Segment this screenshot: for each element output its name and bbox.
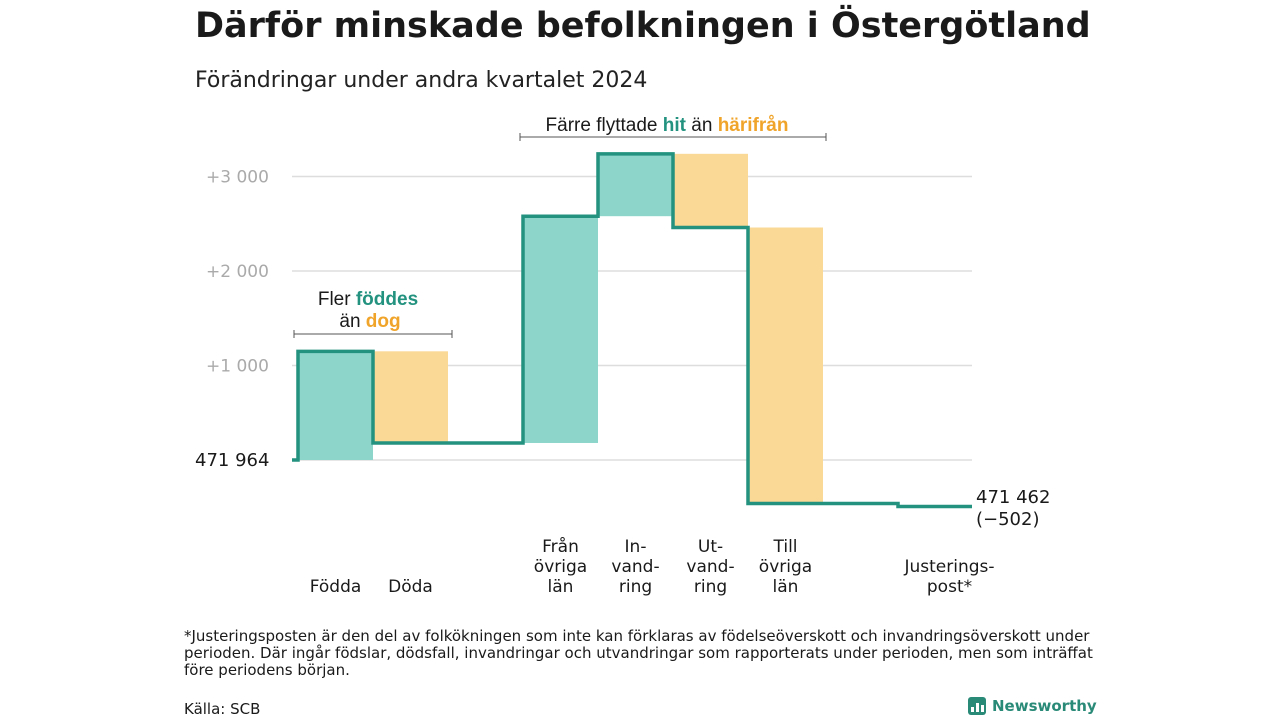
start-value-label: 471 964: [195, 450, 269, 471]
annotation-text-part: än: [339, 311, 365, 332]
category-label: Från: [542, 536, 579, 557]
source-label: Källa: SCB: [184, 700, 261, 718]
brand-logo: Newsworthy: [968, 697, 1097, 715]
category-label: vand-: [686, 557, 734, 577]
category-label: län: [548, 577, 574, 597]
y-tick-label: +2 000: [206, 262, 269, 282]
category-label: Till: [772, 537, 797, 557]
footnote: *Justeringsposten är den del av folkökni…: [184, 627, 1093, 679]
bar-increase: [598, 153, 673, 217]
annotation-text: Färre flyttade hit än härifrån: [546, 115, 789, 136]
category-label: län: [773, 577, 799, 597]
chart-title: Därför minskade befolkningen i Östergötl…: [195, 6, 1091, 46]
annotation-text-part: Fler: [318, 289, 356, 310]
category-label: övriga: [534, 557, 587, 577]
y-tick-label: +3 000: [206, 168, 269, 188]
bar-decrease: [673, 153, 748, 228]
annotation-text: Fler föddes: [318, 289, 418, 310]
category-label: Ut-: [698, 537, 723, 557]
brand-name: Newsworthy: [992, 697, 1097, 715]
bar-decrease: [748, 227, 823, 504]
end-value-label: 471 462: [976, 487, 1050, 508]
end-change-label: (−502): [976, 509, 1039, 530]
newsworthy-icon: [968, 697, 986, 715]
bar-increase: [523, 216, 598, 443]
category-label: Justerings-: [903, 557, 994, 577]
annotation-text-part: än: [686, 115, 718, 136]
category-label: Födda: [310, 577, 362, 597]
annotation-text-part: föddes: [356, 289, 418, 310]
category-label: Döda: [388, 577, 433, 597]
annotation-text: än dog: [339, 311, 400, 332]
annotation-text-part: härifrån: [718, 115, 789, 136]
category-label: ring: [619, 577, 652, 597]
category-label: vand-: [611, 557, 659, 577]
chart-subtitle: Förändringar under andra kvartalet 2024: [195, 68, 648, 93]
annotation-text-part: hit: [663, 115, 687, 136]
category-label: In-: [625, 537, 647, 557]
annotation-text-part: dog: [366, 311, 401, 332]
annotation-text-part: Färre flyttade: [546, 115, 663, 136]
category-label: post*: [927, 577, 972, 597]
waterfall-step-line: [292, 152, 972, 509]
y-tick-label: +1 000: [206, 357, 269, 377]
category-label: ring: [694, 577, 727, 597]
bar-decrease: [373, 351, 448, 443]
bar-increase: [298, 351, 373, 460]
category-label: övriga: [759, 557, 812, 577]
